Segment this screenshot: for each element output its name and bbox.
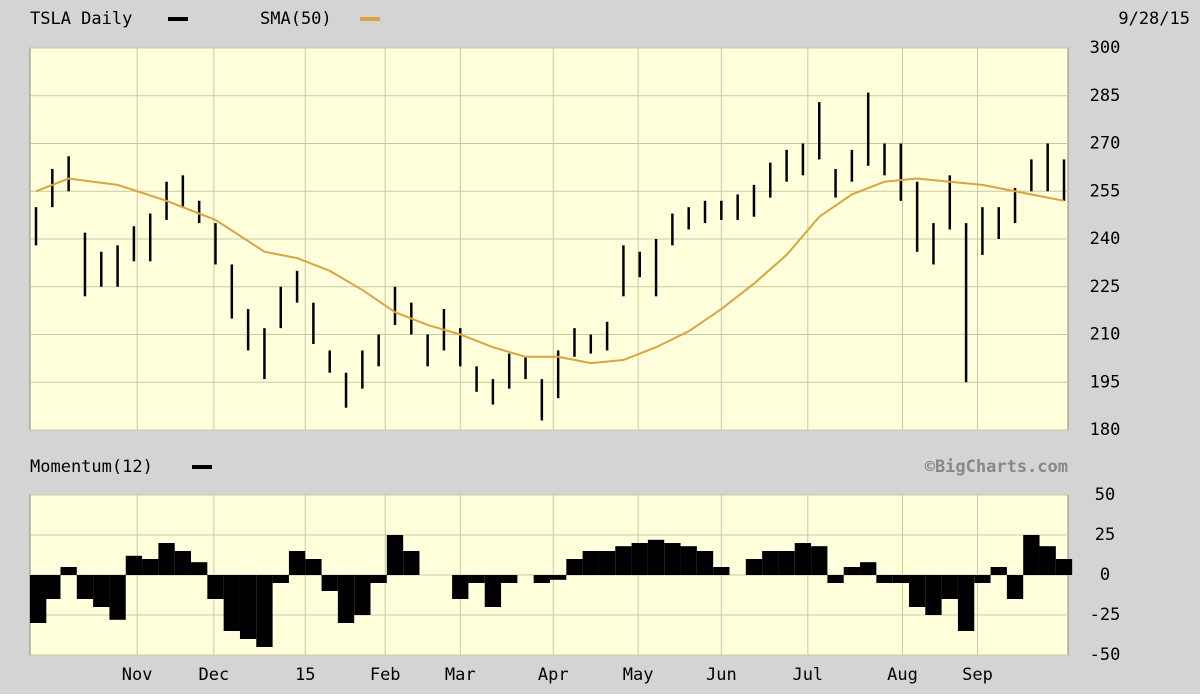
- momentum-bar: [288, 551, 306, 575]
- y-tick-label: 210: [1090, 325, 1121, 345]
- momentum-bar: [370, 575, 387, 583]
- momentum-bar: [582, 551, 599, 575]
- momentum-bar: [501, 575, 518, 583]
- y-tick-label: 25: [1095, 525, 1115, 545]
- momentum-bar: [974, 575, 991, 583]
- momentum-bar: [876, 575, 893, 583]
- x-tick-label: 15: [295, 665, 315, 685]
- momentum-bar: [892, 575, 909, 583]
- momentum-bar: [908, 575, 926, 607]
- x-tick-label: Sep: [962, 665, 993, 685]
- y-tick-label: 300: [1090, 38, 1121, 58]
- momentum-bar: [337, 575, 355, 623]
- momentum-bar: [76, 575, 94, 599]
- momentum-bar: [598, 551, 616, 575]
- momentum-bar: [354, 575, 371, 615]
- x-tick-label: Apr: [538, 665, 569, 685]
- momentum-bar: [321, 575, 338, 591]
- momentum-bar: [647, 539, 665, 575]
- y-tick-label: 270: [1090, 134, 1121, 154]
- momentum-bar: [696, 551, 714, 575]
- y-tick-label: 50: [1095, 485, 1115, 505]
- chart-title: TSLA Daily: [30, 9, 132, 29]
- momentum-bar: [941, 575, 958, 599]
- y-tick-label: 180: [1090, 420, 1121, 440]
- momentum-bar: [386, 535, 404, 575]
- momentum-bar: [1039, 546, 1056, 575]
- sma-line: [35, 177, 1065, 365]
- x-tick-label: Nov: [122, 665, 153, 685]
- momentum-bar: [566, 559, 583, 575]
- momentum-bar: [713, 567, 730, 575]
- momentum-bar: [60, 567, 77, 575]
- y-tick-label: 0: [1100, 565, 1110, 585]
- momentum-bar: [484, 575, 502, 607]
- momentum-bar: [468, 575, 485, 583]
- momentum-bar: [762, 551, 779, 575]
- momentum-bar: [44, 575, 61, 599]
- momentum-bar: [1055, 559, 1073, 575]
- momentum-bar: [191, 562, 208, 575]
- momentum-bar: [860, 562, 877, 575]
- momentum-bar: [533, 575, 550, 583]
- momentum-bar: [745, 559, 763, 575]
- momentum-bar: [452, 575, 469, 599]
- x-tick-label: Jun: [706, 665, 737, 685]
- x-tick-label: Feb: [370, 665, 401, 685]
- momentum-bar: [272, 575, 289, 583]
- y-tick-label: 195: [1090, 372, 1121, 392]
- momentum-bar: [990, 567, 1007, 575]
- momentum-bar: [174, 551, 192, 575]
- momentum-bar: [778, 551, 795, 575]
- momentum-bar: [239, 575, 257, 639]
- momentum-bar: [125, 555, 143, 575]
- momentum-bar: [1023, 535, 1040, 575]
- momentum-bar: [158, 543, 175, 575]
- momentum-bar: [207, 575, 224, 599]
- y-tick-label: -50: [1090, 645, 1121, 665]
- momentum-bar: [256, 575, 273, 647]
- chart-date: 9/28/15: [1118, 9, 1190, 29]
- momentum-bar: [30, 575, 47, 623]
- momentum-bar: [827, 575, 844, 583]
- y-tick-label: 225: [1090, 277, 1121, 297]
- momentum-bar: [93, 575, 110, 607]
- y-tick-label: 240: [1090, 229, 1121, 249]
- momentum-bar: [843, 567, 861, 575]
- x-tick-label: Jul: [792, 665, 823, 685]
- momentum-bar: [664, 543, 681, 575]
- x-tick-label: Dec: [199, 665, 230, 685]
- y-tick-label: -25: [1090, 605, 1121, 625]
- momentum-bar: [615, 546, 632, 575]
- credit: ©BigCharts.com: [925, 457, 1068, 477]
- legend-label: SMA(50): [260, 9, 332, 29]
- momentum-bar: [109, 575, 126, 620]
- x-tick-label: May: [623, 665, 654, 685]
- x-tick-label: Aug: [887, 665, 918, 685]
- momentum-bar: [680, 546, 697, 575]
- momentum-bar: [550, 575, 567, 580]
- momentum-bar: [305, 559, 322, 575]
- momentum-bar: [631, 543, 648, 575]
- y-tick-label: 255: [1090, 181, 1121, 201]
- momentum-bar: [142, 559, 159, 575]
- momentum-bar: [223, 575, 240, 631]
- momentum-bar: [925, 575, 942, 615]
- momentum-bar: [403, 551, 420, 575]
- momentum-bar: [1006, 575, 1024, 599]
- legend-label: Momentum(12): [30, 457, 153, 477]
- x-tick-label: Mar: [445, 665, 476, 685]
- momentum-bar: [794, 543, 812, 575]
- y-tick-label: 285: [1090, 86, 1121, 106]
- momentum-bar: [957, 575, 975, 631]
- momentum-bar: [811, 546, 828, 575]
